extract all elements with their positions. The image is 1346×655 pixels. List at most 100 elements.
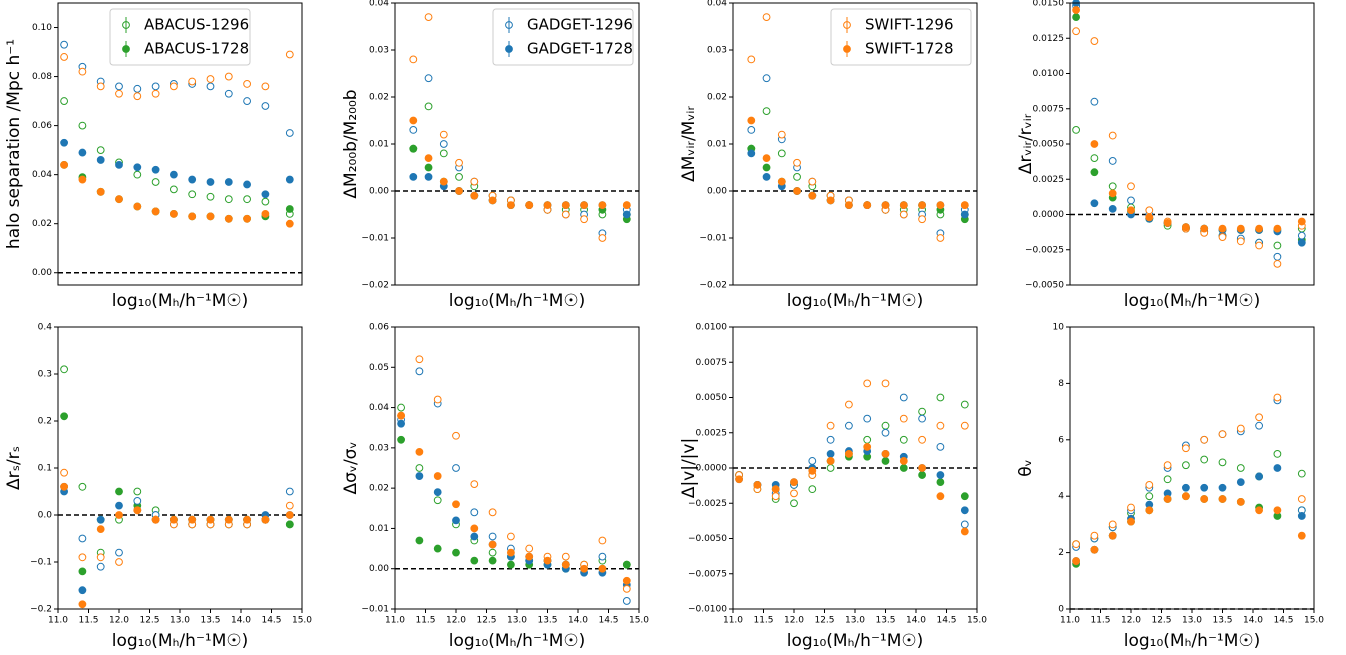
data-point (470, 524, 479, 533)
axes-frame (57, 326, 303, 610)
data-point (1297, 238, 1306, 247)
data-point (762, 163, 771, 172)
data-point (488, 196, 497, 205)
y-tick-label: 0.02 (369, 484, 389, 494)
data-point (133, 497, 142, 505)
data-point (188, 190, 197, 199)
data-point (1127, 517, 1135, 526)
y-tick-label: 0.04 (32, 170, 52, 180)
data-point (452, 548, 460, 557)
y-tick-label: 0.0050 (696, 393, 728, 403)
data-point (439, 149, 448, 158)
data-point (881, 450, 890, 458)
data-point (439, 130, 448, 139)
data-point (918, 215, 926, 224)
data-point (808, 485, 817, 494)
data-point (622, 201, 631, 210)
data-point (598, 201, 607, 210)
x-tick-label: 13.0 (1182, 616, 1202, 626)
data-point (60, 365, 68, 374)
data-point (881, 379, 890, 388)
data-point (845, 450, 853, 458)
data-point (622, 597, 631, 605)
data-point (1090, 37, 1099, 45)
data-point (115, 511, 123, 519)
data-point (96, 525, 105, 533)
data-point (1273, 241, 1282, 250)
y-tick-label: 0.02 (369, 93, 389, 103)
x-tick-label: 12.0 (446, 616, 466, 626)
y-axis-label: ΔMᵥᵢᵣ/Mᵥᵢᵣ (679, 106, 699, 182)
data-point (78, 482, 87, 491)
data-point (415, 472, 424, 480)
x-tick-label: 14.0 (906, 616, 926, 626)
y-tick-label: 0.00 (369, 187, 389, 197)
data-point (1236, 224, 1245, 233)
data-point (1218, 495, 1227, 503)
y-tick-label: −0.02 (361, 281, 389, 291)
data-point (747, 116, 756, 125)
data-point (243, 180, 252, 189)
data-point (261, 209, 270, 218)
x-tick-label: 13.0 (507, 616, 527, 626)
y-tick-label: 0.03 (369, 46, 389, 56)
x-tick-label: 12.0 (109, 616, 129, 626)
data-point (826, 450, 835, 458)
data-point (1236, 464, 1245, 472)
panel: −0.0100 −0.0075 −0.0050 −0.0025 0.0000 0.0025… (679, 323, 987, 652)
data-point (206, 192, 215, 201)
data-point (543, 556, 552, 565)
y-tick-label: 0.06 (32, 121, 52, 131)
data-point (598, 536, 607, 545)
data-point (808, 466, 817, 475)
data-point (808, 191, 817, 200)
data-point (1297, 495, 1306, 503)
data-point (1108, 157, 1117, 165)
data-point (1072, 540, 1080, 549)
y-tick-label: 0.0050 (1033, 140, 1065, 150)
axes-frame (1069, 2, 1315, 286)
data-point (918, 464, 926, 472)
y-tick-label: −0.0025 (1025, 245, 1064, 255)
data-point (433, 488, 442, 497)
data-point (881, 457, 890, 465)
x-axis-label: log₁₀(Mₕ/h⁻¹M☉) (1124, 631, 1261, 651)
x-axis-label: log₁₀(Mₕ/h⁻¹M☉) (112, 631, 249, 651)
data-point (735, 475, 743, 484)
data-point (78, 175, 87, 184)
data-point (1127, 206, 1135, 215)
data-point (488, 548, 497, 557)
data-point (762, 74, 771, 83)
data-point (598, 234, 607, 242)
data-point (1090, 531, 1099, 540)
data-point (1145, 206, 1154, 215)
data-point (60, 53, 68, 61)
data-point (918, 201, 926, 210)
data-point (170, 185, 178, 194)
data-point (1108, 182, 1117, 191)
data-point (826, 435, 835, 444)
data-point (1273, 450, 1282, 458)
data-point (170, 515, 178, 524)
data-point (622, 210, 631, 219)
data-point (762, 173, 771, 181)
panel: 0 2 4 6 8 10 11.0 11.5 12.0 12.5 13.0 13.5 14.0 14.5 1… (1016, 323, 1324, 652)
legend-label: ABACUS-1296 (144, 16, 249, 34)
y-tick-label: −0.01 (361, 234, 389, 244)
data-point (1072, 6, 1080, 14)
data-point (918, 414, 926, 423)
y-tick-label: −0.01 (699, 234, 727, 244)
x-tick-label: 15.0 (292, 616, 312, 626)
data-point (1108, 520, 1117, 529)
data-point (1273, 393, 1282, 402)
x-tick-label: 14.5 (261, 616, 281, 626)
data-point (1236, 237, 1245, 246)
data-point (452, 431, 460, 440)
data-point (206, 82, 215, 91)
data-point (96, 146, 105, 155)
data-point (1200, 435, 1209, 444)
data-point (1090, 97, 1099, 106)
data-point (580, 201, 588, 210)
data-point (285, 129, 294, 137)
data-point (60, 138, 68, 147)
